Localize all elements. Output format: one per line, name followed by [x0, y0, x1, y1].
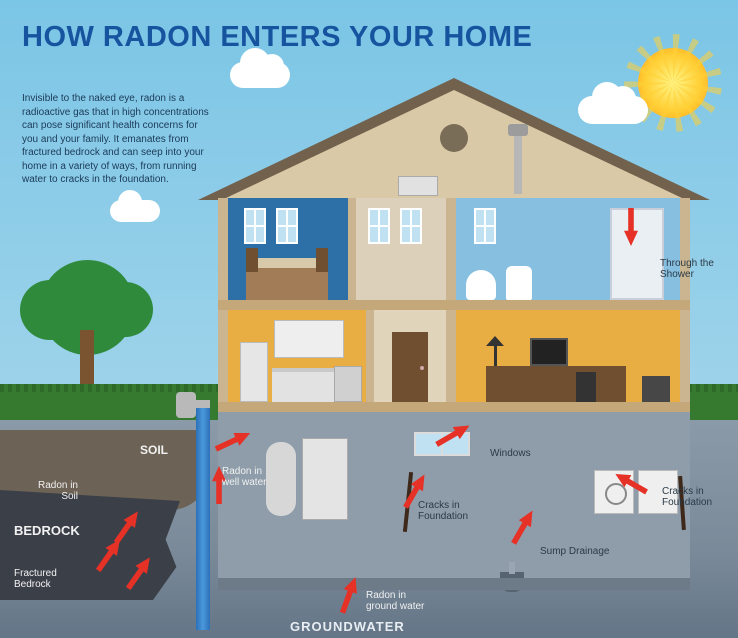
hallway: [356, 198, 446, 300]
label-soil: SOIL: [140, 444, 168, 457]
floor-slab: [218, 300, 690, 310]
floor-slab: [218, 402, 690, 412]
monitor-icon: [530, 338, 568, 366]
label-bedrock: BEDROCK: [14, 524, 80, 538]
basement-floor: [218, 578, 690, 590]
window-icon: [474, 208, 496, 244]
furnace-icon: [302, 438, 348, 520]
fridge-icon: [240, 342, 268, 402]
sink-icon: [466, 270, 496, 300]
printer-icon: [642, 376, 670, 402]
kitchen: [228, 310, 366, 402]
main-floor: [218, 310, 690, 412]
label-radon-well: Radon in well water: [222, 466, 272, 488]
bedroom: [228, 198, 348, 300]
label-groundwater: GROUNDWATER: [290, 619, 405, 634]
bed-icon: [246, 266, 328, 300]
office: [456, 310, 680, 402]
label-fractured-bedrock: Fractured Bedrock: [14, 568, 70, 590]
lamp-icon: [494, 340, 497, 366]
door-icon: [392, 332, 428, 402]
title: HOW RADON ENTERS YOUR HOME: [22, 22, 532, 52]
shower-icon: [610, 208, 664, 300]
upper-floor: [218, 198, 690, 310]
bathroom: [456, 198, 680, 300]
window-icon: [276, 208, 298, 244]
entryway: [374, 310, 446, 402]
chair-icon: [576, 372, 596, 402]
ac-unit-icon: [398, 176, 438, 196]
cloud-icon: [110, 200, 160, 222]
label-windows: Windows: [490, 448, 531, 459]
arrow-icon: [507, 507, 538, 547]
cabinet-icon: [274, 320, 344, 358]
label-cracks2: Cracks in Foundation: [662, 486, 722, 508]
label-radon-groundwater: Radon in ground water: [366, 590, 436, 612]
stove-icon: [334, 366, 362, 402]
well-pipe: [196, 400, 210, 630]
intro-text: Invisible to the naked eye, radon is a r…: [22, 92, 212, 187]
well-head: [176, 392, 196, 418]
vent-pipe-icon: [514, 134, 522, 194]
label-shower: Through the Shower: [660, 258, 720, 280]
infographic-scene: HOW RADON ENTERS YOUR HOME Invisible to …: [0, 0, 738, 638]
label-radon-soil: Radon in Soil: [32, 480, 78, 502]
window-icon: [368, 208, 390, 244]
attic-vent-icon: [440, 124, 468, 152]
label-cracks: Cracks in Foundation: [418, 500, 474, 522]
desk-icon: [486, 366, 626, 402]
toilet-icon: [506, 266, 532, 300]
window-icon: [244, 208, 266, 244]
label-sump: Sump Drainage: [540, 546, 609, 557]
window-icon: [400, 208, 422, 244]
